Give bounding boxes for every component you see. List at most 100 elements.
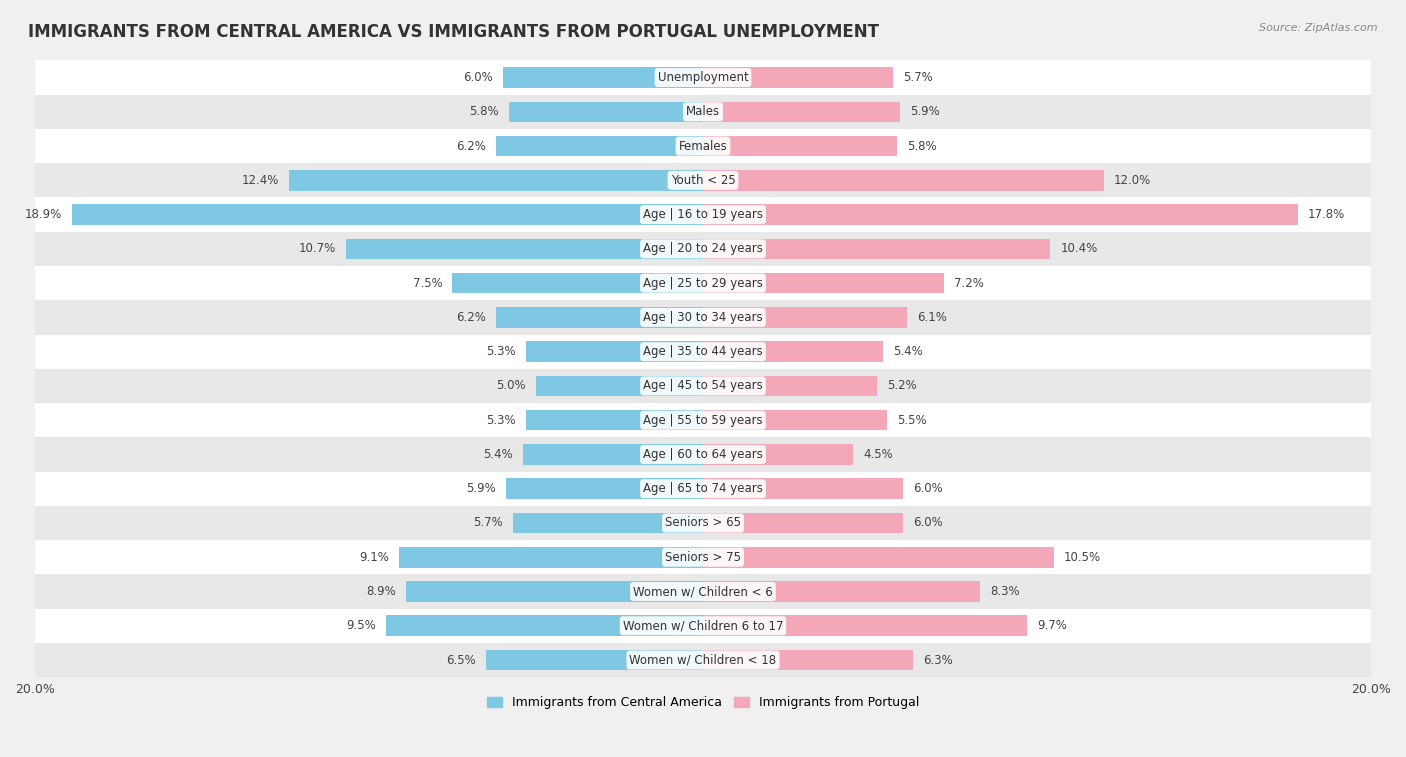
Text: Women w/ Children < 18: Women w/ Children < 18 [630,653,776,666]
Bar [35,403,1371,438]
Text: 9.5%: 9.5% [346,619,375,632]
Bar [72,204,703,225]
Bar [35,232,1371,266]
Text: 5.8%: 5.8% [470,105,499,118]
Bar [399,547,703,568]
Bar [526,410,703,431]
Text: Age | 35 to 44 years: Age | 35 to 44 years [643,345,763,358]
Bar [703,444,853,465]
Bar [35,472,1371,506]
Text: 4.5%: 4.5% [863,448,893,461]
Text: 12.4%: 12.4% [242,174,278,187]
Bar [35,643,1371,678]
Text: Age | 25 to 29 years: Age | 25 to 29 years [643,276,763,290]
Bar [509,101,703,122]
Text: 5.9%: 5.9% [910,105,939,118]
Legend: Immigrants from Central America, Immigrants from Portugal: Immigrants from Central America, Immigra… [482,691,924,714]
Bar [703,547,1053,568]
Bar [496,307,703,328]
Text: 10.4%: 10.4% [1060,242,1098,255]
Text: Youth < 25: Youth < 25 [671,174,735,187]
Text: Source: ZipAtlas.com: Source: ZipAtlas.com [1260,23,1378,33]
Text: Women w/ Children 6 to 17: Women w/ Children 6 to 17 [623,619,783,632]
Text: 6.1%: 6.1% [917,311,946,324]
Text: 5.9%: 5.9% [467,482,496,495]
Text: 8.3%: 8.3% [990,585,1019,598]
Text: 5.5%: 5.5% [897,413,927,427]
Bar [35,335,1371,369]
Bar [35,61,1371,95]
Bar [703,410,887,431]
Bar [703,375,877,396]
Text: 6.3%: 6.3% [924,653,953,666]
Bar [523,444,703,465]
Bar [703,238,1050,259]
Text: Age | 30 to 34 years: Age | 30 to 34 years [643,311,763,324]
Text: Seniors > 65: Seniors > 65 [665,516,741,529]
Bar [486,650,703,670]
Text: 6.0%: 6.0% [914,516,943,529]
Text: 6.0%: 6.0% [463,71,492,84]
Text: 5.7%: 5.7% [472,516,502,529]
Bar [35,266,1371,301]
Text: 12.0%: 12.0% [1114,174,1152,187]
Bar [703,273,943,294]
Text: 9.7%: 9.7% [1038,619,1067,632]
Text: IMMIGRANTS FROM CENTRAL AMERICA VS IMMIGRANTS FROM PORTUGAL UNEMPLOYMENT: IMMIGRANTS FROM CENTRAL AMERICA VS IMMIG… [28,23,879,41]
Bar [703,650,914,670]
Bar [502,67,703,88]
Bar [385,615,703,636]
Text: 8.9%: 8.9% [366,585,395,598]
Bar [703,204,1298,225]
Text: Age | 60 to 64 years: Age | 60 to 64 years [643,448,763,461]
Text: 6.5%: 6.5% [446,653,475,666]
Text: 17.8%: 17.8% [1308,208,1346,221]
Bar [703,341,883,362]
Bar [35,198,1371,232]
Bar [703,581,980,602]
Bar [35,369,1371,403]
Text: 18.9%: 18.9% [24,208,62,221]
Bar [35,609,1371,643]
Text: 5.7%: 5.7% [904,71,934,84]
Text: 5.4%: 5.4% [893,345,924,358]
Text: 5.3%: 5.3% [486,413,516,427]
Bar [703,307,907,328]
Bar [35,301,1371,335]
Text: 5.4%: 5.4% [482,448,513,461]
Bar [526,341,703,362]
Text: 7.5%: 7.5% [413,276,443,290]
Bar [35,438,1371,472]
Bar [35,506,1371,540]
Bar [453,273,703,294]
Bar [35,129,1371,164]
Bar [346,238,703,259]
Bar [35,540,1371,575]
Bar [35,575,1371,609]
Bar [288,170,703,191]
Bar [513,512,703,533]
Bar [35,164,1371,198]
Text: 5.3%: 5.3% [486,345,516,358]
Text: 10.5%: 10.5% [1064,551,1101,564]
Bar [703,170,1104,191]
Text: Women w/ Children < 6: Women w/ Children < 6 [633,585,773,598]
Text: Unemployment: Unemployment [658,71,748,84]
Text: Age | 55 to 59 years: Age | 55 to 59 years [643,413,763,427]
Bar [406,581,703,602]
Text: Age | 65 to 74 years: Age | 65 to 74 years [643,482,763,495]
Text: Age | 16 to 19 years: Age | 16 to 19 years [643,208,763,221]
Text: 10.7%: 10.7% [298,242,336,255]
Text: 7.2%: 7.2% [953,276,983,290]
Bar [703,512,904,533]
Text: 5.8%: 5.8% [907,139,936,153]
Text: 6.2%: 6.2% [456,311,486,324]
Bar [703,136,897,157]
Text: Seniors > 75: Seniors > 75 [665,551,741,564]
Bar [703,478,904,499]
Text: 9.1%: 9.1% [359,551,389,564]
Text: Males: Males [686,105,720,118]
Text: Females: Females [679,139,727,153]
Bar [703,67,893,88]
Text: 5.0%: 5.0% [496,379,526,392]
